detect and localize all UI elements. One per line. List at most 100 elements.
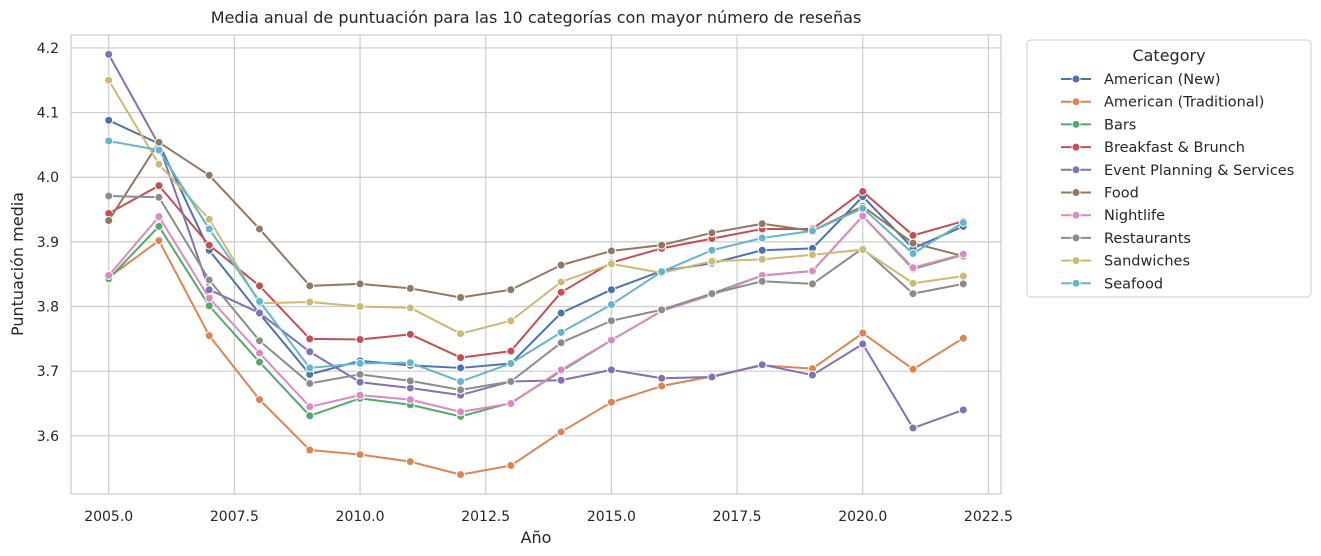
data-point xyxy=(104,216,114,226)
data-point xyxy=(255,336,265,346)
x-tick-label: 2007.5 xyxy=(210,509,259,525)
data-point xyxy=(456,407,466,417)
data-point xyxy=(908,249,918,259)
data-point xyxy=(657,381,667,391)
data-point xyxy=(606,246,616,256)
data-point xyxy=(154,137,164,147)
y-tick-label: 3.6 xyxy=(37,429,59,445)
data-point xyxy=(757,245,767,255)
data-point xyxy=(456,292,466,302)
data-point xyxy=(506,377,516,387)
data-point xyxy=(355,279,365,289)
x-tick-label: 2012.5 xyxy=(461,509,510,525)
x-tick-label: 2010.0 xyxy=(336,509,385,525)
plot-frame xyxy=(70,34,1002,495)
data-point xyxy=(355,334,365,344)
legend-item: Sandwiches xyxy=(1061,254,1190,270)
series-1 xyxy=(104,236,968,480)
data-point xyxy=(305,411,315,421)
series-line xyxy=(108,194,964,391)
legend-swatch-marker xyxy=(1071,210,1081,220)
data-point xyxy=(405,457,415,467)
data-point xyxy=(405,395,415,405)
legend-item: American (New) xyxy=(1061,72,1221,88)
data-point xyxy=(305,445,315,455)
data-point xyxy=(204,331,214,341)
series-4 xyxy=(104,49,968,433)
data-point xyxy=(204,293,214,303)
data-point xyxy=(958,405,968,415)
legend: Category American (New) American (Traditi… xyxy=(1026,39,1312,298)
data-point xyxy=(657,373,667,383)
y-tick-label: 4.0 xyxy=(37,170,59,186)
data-point xyxy=(456,385,466,395)
data-point xyxy=(355,450,365,460)
legend-item: Food xyxy=(1061,186,1139,202)
data-point xyxy=(556,308,566,318)
data-point xyxy=(104,115,114,125)
series-line xyxy=(108,184,964,359)
legend-box xyxy=(1026,39,1312,298)
data-point xyxy=(958,333,968,343)
data-point xyxy=(405,358,415,368)
legend-swatch-marker xyxy=(1071,74,1081,84)
data-point xyxy=(908,278,918,288)
legend-label: Food xyxy=(1104,186,1139,202)
data-point xyxy=(858,328,868,338)
x-tick-label: 2015.0 xyxy=(587,509,636,525)
data-point xyxy=(908,289,918,299)
legend-item: Seafood xyxy=(1061,276,1163,292)
data-point xyxy=(405,376,415,386)
data-point xyxy=(456,363,466,373)
data-point xyxy=(154,145,164,155)
data-point xyxy=(556,427,566,437)
data-point xyxy=(204,240,214,250)
data-point xyxy=(908,238,918,248)
series-line xyxy=(108,119,964,376)
legend-label: Sandwiches xyxy=(1104,254,1190,270)
data-point xyxy=(908,423,918,433)
data-point xyxy=(908,230,918,240)
data-point xyxy=(606,300,616,310)
x-axis-label: Año xyxy=(521,528,552,547)
data-point xyxy=(305,347,315,357)
data-point xyxy=(355,358,365,368)
data-point xyxy=(255,281,265,291)
data-point xyxy=(255,357,265,367)
data-point xyxy=(456,353,466,363)
legend-title: Category xyxy=(1132,46,1205,65)
data-point xyxy=(204,214,214,224)
legend-swatch-marker xyxy=(1071,97,1081,107)
legend-label: Nightlife xyxy=(1104,208,1165,224)
legend-label: Seafood xyxy=(1104,276,1163,292)
series-line xyxy=(108,239,964,476)
plot-area xyxy=(71,35,1001,494)
data-point xyxy=(506,316,516,326)
legend-label: Breakfast & Brunch xyxy=(1104,140,1245,156)
legend-swatch-marker xyxy=(1071,119,1081,129)
data-point xyxy=(305,334,315,344)
data-point xyxy=(807,226,817,236)
x-tick-label: 2020.0 xyxy=(838,509,887,525)
data-point xyxy=(154,159,164,169)
data-point xyxy=(255,395,265,405)
data-point xyxy=(858,245,868,255)
data-point xyxy=(858,203,868,213)
data-point xyxy=(204,275,214,285)
data-point xyxy=(556,375,566,385)
legend-swatch-marker xyxy=(1071,142,1081,152)
data-point xyxy=(556,287,566,297)
legend-label: Bars xyxy=(1104,117,1136,133)
data-point xyxy=(456,329,466,339)
data-point xyxy=(305,402,315,412)
series-7 xyxy=(104,191,968,395)
legend-swatch-marker xyxy=(1071,256,1081,266)
data-point xyxy=(606,259,616,269)
legend-label: Event Planning & Services xyxy=(1104,163,1294,179)
legend-swatch-marker xyxy=(1071,165,1081,175)
data-point xyxy=(908,263,918,273)
series-9 xyxy=(104,136,968,387)
x-axis: 2005.0 2007.5 2010.0 2012.5 2015.0 2017.5 2020… xyxy=(84,509,1013,525)
data-point xyxy=(506,358,516,368)
data-point xyxy=(707,228,717,238)
